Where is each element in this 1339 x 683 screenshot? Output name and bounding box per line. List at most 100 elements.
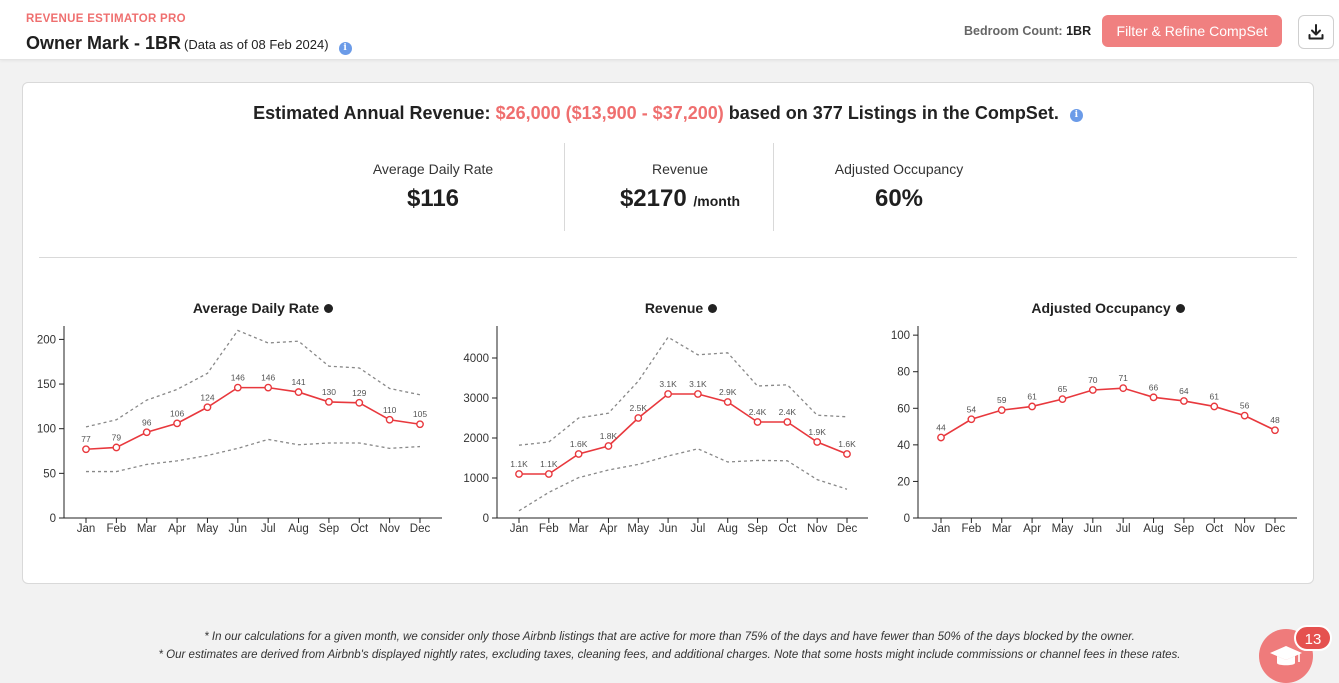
summary-prefix: Estimated Annual Revenue: <box>253 103 491 123</box>
data-point <box>1028 402 1036 411</box>
page-title: Owner Mark - 1BR (Data as of 08 Feb 2024… <box>26 33 352 55</box>
x-tick-label: Apr <box>1023 523 1041 535</box>
estimate-card: Estimated Annual Revenue: $26,000 ($13,9… <box>22 82 1314 584</box>
info-icon[interactable]: i <box>338 42 352 55</box>
chart-info-icon[interactable] <box>324 304 334 313</box>
x-tick-label: Mar <box>569 523 589 535</box>
data-label: 146 <box>261 373 275 383</box>
data-label: 96 <box>142 417 152 427</box>
data-label: 1.9K <box>808 427 826 437</box>
kpi-label: Adjusted Occupancy <box>834 161 964 177</box>
x-tick-label: Oct <box>1205 523 1224 535</box>
chart-info-icon[interactable] <box>708 304 718 313</box>
x-tick-label: Mar <box>992 523 1012 535</box>
data-label: 1.6K <box>838 439 856 449</box>
data-point <box>294 388 303 396</box>
x-tick-label: Aug <box>288 523 308 535</box>
data-point <box>355 398 364 407</box>
data-label: 64 <box>1179 386 1189 396</box>
series-line <box>85 386 421 451</box>
x-tick-label: Dec <box>410 523 431 535</box>
data-label: 71 <box>1118 373 1128 383</box>
data-point <box>1271 426 1279 435</box>
data-label: 61 <box>1210 391 1220 401</box>
data-point <box>233 383 242 392</box>
y-tick-label: 100 <box>37 424 56 436</box>
x-tick-label: Aug <box>717 523 737 535</box>
data-point <box>112 443 121 452</box>
data-label: 1.6K <box>570 439 588 449</box>
data-label: 3.1K <box>659 379 677 389</box>
download-button[interactable] <box>1298 15 1334 49</box>
bedroom-count-label: Bedroom Count: <box>964 24 1063 38</box>
x-tick-label: Jun <box>659 523 678 535</box>
band-line <box>518 448 848 512</box>
y-tick-label: 60 <box>897 403 910 415</box>
filter-refine-compset-button[interactable]: Filter & Refine CompSet <box>1102 15 1282 47</box>
adr-chart: 0 50 100 150 200 Jan Feb Mar Apr May Jun Jul Aug Sep O… <box>37 326 442 535</box>
footnotes: * In our calculations for a given month,… <box>0 628 1339 664</box>
kpi-revenue: Revenue $2170 /month <box>570 143 790 231</box>
data-point <box>694 390 702 398</box>
x-tick-label: Oct <box>778 523 797 535</box>
download-icon <box>1308 24 1324 40</box>
kpi-value: $116 <box>406 185 460 212</box>
data-point <box>574 450 583 458</box>
revenue-chart: 0 1000 2000 3000 4000 Jan Feb Mar Apr May Jun Jul Au… <box>463 326 868 535</box>
x-tick-label: Oct <box>350 523 369 535</box>
x-tick-label: Sep <box>319 523 339 535</box>
x-tick-label: Apr <box>600 523 618 535</box>
x-tick-label: Sep <box>1174 523 1194 535</box>
data-point <box>142 428 151 437</box>
data-label: 1.1K <box>510 459 528 469</box>
bedroom-count: Bedroom Count: 1BR <box>964 24 1091 38</box>
data-label: 130 <box>322 387 336 397</box>
data-point <box>1180 397 1188 405</box>
x-tick-label: Nov <box>379 523 400 535</box>
data-point <box>937 433 945 442</box>
x-tick-label: Jul <box>261 523 276 535</box>
kpi-divider <box>564 143 565 231</box>
x-tick-label: Jul <box>691 523 706 535</box>
y-tick-label: 2000 <box>463 433 489 445</box>
data-label: 44 <box>936 423 946 433</box>
data-point <box>544 470 553 478</box>
data-point <box>843 450 851 458</box>
y-tick-label: 80 <box>897 367 910 379</box>
x-tick-label: Aug <box>1143 523 1163 535</box>
data-point <box>634 414 643 422</box>
data-point <box>82 445 90 454</box>
data-date: (Data as of 08 Feb 2024) <box>184 37 329 52</box>
data-label: 105 <box>413 409 427 419</box>
kpi-label: Average Daily Rate <box>372 161 494 177</box>
x-tick-label: May <box>197 523 219 535</box>
x-tick-label: Jan <box>510 523 529 535</box>
data-label: 77 <box>81 434 91 444</box>
notification-badge[interactable]: 13 <box>1294 625 1332 651</box>
data-label: 2.9K <box>719 387 737 397</box>
data-label: 79 <box>112 432 122 442</box>
footnote: * In our calculations for a given month,… <box>204 631 1135 643</box>
annual-revenue-summary: Estimated Annual Revenue: $26,000 ($13,9… <box>23 103 1313 124</box>
y-tick-label: 1000 <box>463 473 489 485</box>
x-tick-label: Jun <box>229 523 248 535</box>
chart-info-icon[interactable] <box>1175 304 1185 313</box>
data-point <box>173 419 181 428</box>
x-tick-label: Apr <box>168 523 186 535</box>
occupancy-chart: 0 20 40 60 80 100 Jan Feb Mar Apr May Jun Jul Aug Sep O… <box>891 326 1297 535</box>
data-label: 1.8K <box>600 431 618 441</box>
bedroom-count-value: 1BR <box>1066 24 1092 38</box>
kpi-label: Revenue <box>651 161 709 177</box>
data-point <box>1058 395 1067 404</box>
data-label: 3.1K <box>689 379 707 389</box>
band-line <box>86 438 421 473</box>
data-label: 66 <box>1149 382 1159 392</box>
summary-info-icon[interactable]: i <box>1069 109 1083 122</box>
data-label: 61 <box>1027 391 1037 401</box>
kpi-unit: /month <box>693 193 741 209</box>
y-tick-label: 200 <box>37 334 56 346</box>
data-point <box>264 383 273 392</box>
x-tick-label: Feb <box>539 523 559 535</box>
app-header: REVENUE ESTIMATOR PRO Owner Mark - 1BR (… <box>0 0 1339 60</box>
summary-revenue-range: $26,000 ($13,900 - $37,200) <box>495 103 724 123</box>
